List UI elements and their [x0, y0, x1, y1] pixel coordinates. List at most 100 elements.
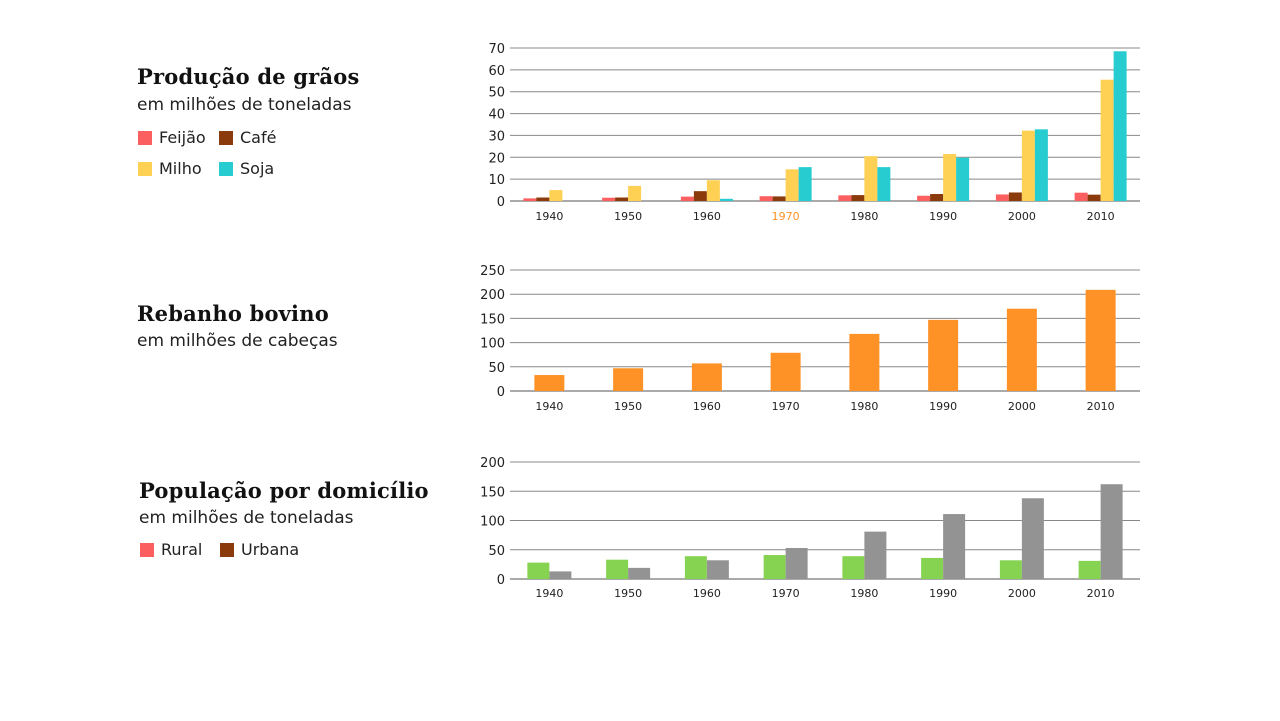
y-tick-label-rebanho-250: 250: [480, 264, 505, 279]
legend-label-urbana: Urbana: [241, 540, 300, 559]
chart-title-graos: Produção de grãos: [137, 64, 360, 89]
bar-rebanho-valor-1990: [928, 319, 959, 391]
x-tick-label-graos-2010: 2010: [1087, 210, 1115, 223]
bar-graos-milho-2010: [1100, 79, 1114, 201]
bar-populacao-urbana-1960: [706, 560, 729, 579]
bar-graos-soja-1990: [956, 157, 970, 201]
y-tick-label-graos-70: 70: [488, 42, 505, 57]
chart-subtitle-graos: em milhões de toneladas: [137, 95, 352, 115]
bar-graos-soja-1960: [719, 198, 733, 201]
bar-graos-soja-1980: [877, 167, 891, 201]
x-tick-label-graos-1970: 1970: [772, 210, 800, 223]
x-tick-label-graos-1980: 1980: [850, 210, 878, 223]
x-tick-label-populacao-1950: 1950: [614, 587, 642, 600]
x-tick-label-graos-2000: 2000: [1008, 210, 1036, 223]
bar-graos-feijão-1990: [917, 195, 931, 201]
bar-populacao-rural-1970: [763, 555, 786, 579]
y-tick-label-graos-30: 30: [488, 129, 505, 144]
bar-populacao-urbana-2000: [1021, 498, 1044, 579]
bar-graos-soja-2000: [1034, 129, 1048, 201]
chart-subtitle-rebanho: em milhões de cabeças: [137, 331, 338, 351]
bar-graos-milho-1990: [943, 154, 957, 201]
y-tick-label-populacao-0: 0: [497, 573, 505, 588]
bar-rebanho-valor-1980: [849, 333, 880, 391]
bar-rebanho-valor-1960: [691, 363, 722, 391]
x-tick-label-populacao-1960: 1960: [693, 587, 721, 600]
bar-graos-milho-1960: [706, 180, 720, 201]
x-tick-label-populacao-2000: 2000: [1008, 587, 1036, 600]
legend-swatch-milho: [138, 161, 152, 176]
x-tick-label-populacao-1990: 1990: [929, 587, 957, 600]
bar-graos-feijão-1950: [602, 197, 616, 201]
bar-populacao-rural-1990: [921, 557, 944, 579]
x-tick-label-rebanho-1990: 1990: [929, 400, 957, 413]
chart-title-rebanho: Rebanho bovino: [137, 301, 329, 326]
bar-graos-café-1970: [772, 196, 786, 201]
y-tick-label-graos-10: 10: [488, 173, 505, 188]
legend-swatch-feijao: [138, 130, 152, 145]
x-tick-label-graos-1960: 1960: [693, 210, 721, 223]
y-tick-label-rebanho-200: 200: [480, 288, 505, 303]
y-tick-label-populacao-150: 150: [480, 485, 505, 500]
bar-populacao-urbana-2010: [1100, 484, 1123, 579]
bar-graos-feijão-1970: [759, 196, 773, 201]
bar-graos-feijão-1980: [838, 195, 852, 201]
legend-swatch-urbana: [220, 542, 234, 557]
y-tick-label-graos-40: 40: [488, 108, 505, 123]
x-tick-label-graos-1990: 1990: [929, 210, 957, 223]
bar-graos-café-2000: [1008, 192, 1022, 201]
bar-graos-café-2010: [1087, 194, 1101, 201]
bar-rebanho-valor-1940: [534, 375, 565, 391]
legend-label-milho: Milho: [159, 159, 202, 178]
legend-item-cafe: Café: [219, 128, 276, 147]
x-tick-label-populacao-1940: 1940: [535, 587, 563, 600]
legend-item-milho: Milho: [138, 159, 202, 178]
bar-populacao-rural-1950: [606, 559, 629, 579]
x-tick-label-rebanho-2000: 2000: [1008, 400, 1036, 413]
bar-rebanho-valor-2010: [1085, 289, 1116, 391]
bar-rebanho-valor-1950: [613, 368, 644, 391]
bar-populacao-rural-1940: [527, 562, 550, 579]
y-tick-label-rebanho-150: 150: [480, 312, 505, 327]
x-tick-label-rebanho-1960: 1960: [693, 400, 721, 413]
x-tick-label-graos-1950: 1950: [614, 210, 642, 223]
x-tick-label-rebanho-2010: 2010: [1087, 400, 1115, 413]
bar-graos-milho-1970: [785, 169, 799, 201]
legend-item-soja: Soja: [219, 159, 274, 178]
bar-graos-soja-1970: [798, 167, 812, 201]
legend-label-soja: Soja: [240, 159, 275, 178]
bar-rebanho-valor-1970: [770, 352, 801, 391]
x-tick-label-graos-1940: 1940: [535, 210, 563, 223]
y-tick-label-populacao-50: 50: [488, 544, 505, 559]
bar-graos-feijão-2010: [1074, 192, 1088, 201]
bar-populacao-urbana-1940: [549, 571, 572, 579]
bar-populacao-urbana-1950: [628, 567, 651, 579]
x-tick-label-rebanho-1950: 1950: [614, 400, 642, 413]
bar-graos-café-1950: [615, 197, 629, 201]
y-tick-label-graos-60: 60: [488, 64, 505, 79]
legend-swatch-cafe: [219, 130, 233, 145]
y-tick-label-graos-0: 0: [497, 195, 505, 210]
bar-populacao-rural-2010: [1078, 560, 1101, 579]
bar-populacao-urbana-1990: [943, 514, 966, 579]
bar-rebanho-valor-2000: [1006, 308, 1037, 391]
y-tick-label-populacao-200: 200: [480, 456, 505, 471]
legend-label-feijao: Feijão: [159, 128, 206, 147]
bar-graos-feijão-2000: [995, 194, 1009, 201]
bar-graos-feijão-1940: [523, 198, 537, 201]
bar-graos-café-1980: [851, 195, 865, 201]
legend-item-urbana: Urbana: [220, 540, 299, 559]
legend-swatch-rural: [140, 542, 154, 557]
y-tick-label-populacao-100: 100: [480, 515, 505, 530]
legend-item-feijao: Feijão: [138, 128, 206, 147]
bar-graos-milho-1950: [628, 185, 642, 201]
bar-populacao-urbana-1980: [864, 531, 887, 579]
x-tick-label-populacao-1980: 1980: [850, 587, 878, 600]
legend-item-rural: Rural: [140, 540, 202, 559]
bar-graos-café-1960: [693, 191, 707, 201]
y-tick-label-graos-20: 20: [488, 151, 505, 166]
bar-graos-milho-1980: [864, 156, 878, 201]
x-tick-label-populacao-1970: 1970: [772, 587, 800, 600]
chart-subtitle-populacao: em milhões de toneladas: [139, 508, 354, 528]
bar-graos-café-1940: [536, 197, 550, 201]
